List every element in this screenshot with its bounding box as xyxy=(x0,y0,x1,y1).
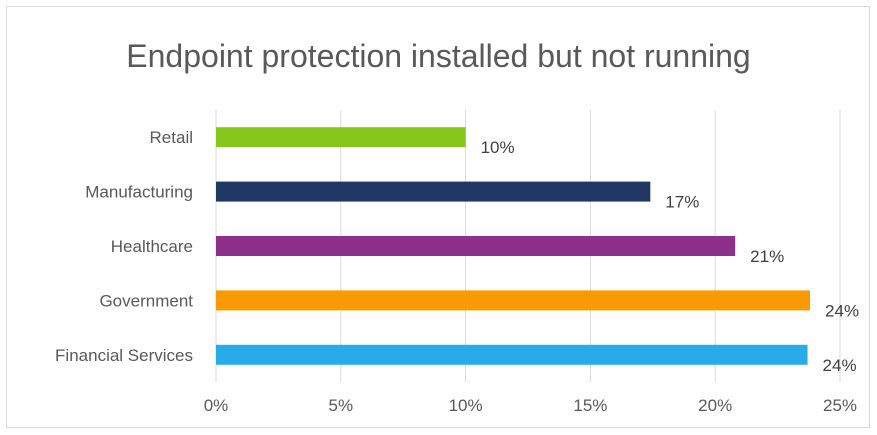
category-label: Government xyxy=(99,291,193,310)
bar xyxy=(216,127,466,148)
bar xyxy=(216,290,811,311)
data-label: 24% xyxy=(823,356,857,375)
data-label: 17% xyxy=(665,193,699,212)
x-axis-ticks: 0% 5% 10% 15% 20% 25% xyxy=(204,396,857,415)
category-label: Retail xyxy=(150,128,193,147)
x-tick-label: 0% xyxy=(204,396,229,415)
category-label: Financial Services xyxy=(55,346,193,365)
x-tick-label: 15% xyxy=(573,396,607,415)
data-label: 24% xyxy=(825,301,859,320)
data-label: 10% xyxy=(481,138,515,157)
chart-title: Endpoint protection installed but not ru… xyxy=(126,38,751,74)
bar xyxy=(216,181,651,202)
category-labels: Retail Manufacturing Healthcare Government F… xyxy=(55,128,193,365)
x-tick-label: 5% xyxy=(329,396,354,415)
category-label: Manufacturing xyxy=(85,183,193,202)
bars xyxy=(216,127,811,365)
bar xyxy=(216,236,736,256)
category-label: Healthcare xyxy=(111,237,193,256)
x-tick-label: 20% xyxy=(698,396,732,415)
data-labels: 10% 17% 21% 24% 24% xyxy=(481,138,859,375)
x-tick-label: 25% xyxy=(823,396,857,415)
data-label: 21% xyxy=(750,247,784,266)
bar xyxy=(216,344,808,365)
x-tick-label: 10% xyxy=(449,396,483,415)
